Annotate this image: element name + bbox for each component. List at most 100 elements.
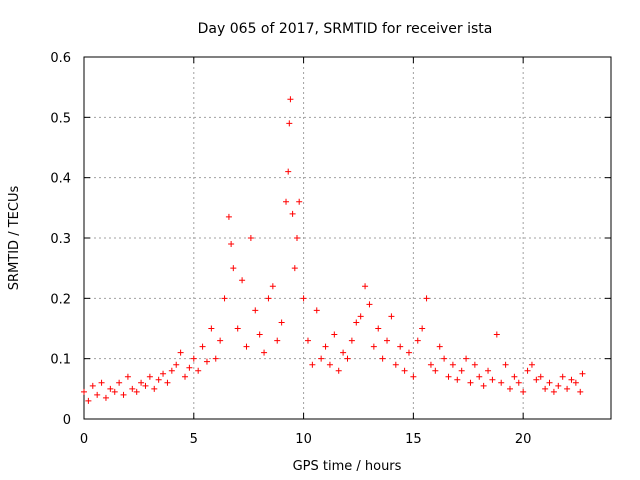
- data-point: [533, 376, 540, 383]
- data-point: [375, 325, 382, 332]
- data-point: [243, 343, 250, 350]
- data-point: [142, 382, 149, 389]
- data-point: [247, 235, 254, 241]
- data-point: [102, 394, 109, 401]
- data-point: [502, 361, 509, 368]
- data-point: [397, 343, 404, 350]
- data-point: [120, 391, 127, 398]
- x-axis-ticks: 0 5 10 15 20: [80, 57, 532, 447]
- data-point: [283, 198, 290, 205]
- data-point: [322, 343, 329, 350]
- data-point: [203, 358, 210, 365]
- data-point: [528, 361, 535, 368]
- data-point: [111, 388, 118, 395]
- data-point: [190, 355, 197, 362]
- data-point: [348, 337, 355, 344]
- chart-title: Day 065 of 2017, SRMTID for receiver ist…: [198, 21, 493, 37]
- data-point: [419, 325, 426, 332]
- data-point: [326, 361, 333, 368]
- data-point: [313, 307, 320, 314]
- data-point: [511, 373, 518, 380]
- data-point: [414, 337, 421, 344]
- data-point: [289, 210, 296, 217]
- data-point: [568, 376, 575, 383]
- data-point: [572, 379, 579, 386]
- y-tick-label: 0: [63, 413, 71, 428]
- data-point: [515, 379, 522, 386]
- data-point: [116, 379, 123, 386]
- data-point: [550, 388, 557, 395]
- data-point: [168, 367, 175, 374]
- data-point: [151, 385, 158, 392]
- y-tick-label: 0.4: [50, 172, 71, 187]
- data-point: [463, 355, 470, 362]
- x-tick-label: 0: [80, 432, 88, 447]
- data-point: [546, 379, 553, 386]
- data-point: [228, 241, 235, 248]
- data-point: [269, 283, 276, 290]
- data-point: [296, 198, 303, 205]
- data-point: [195, 367, 202, 374]
- data-point: [388, 313, 395, 320]
- y-tick-label: 0.6: [50, 51, 71, 66]
- data-point: [291, 265, 298, 272]
- data-point: [506, 385, 513, 392]
- data-point: [98, 379, 105, 386]
- data-point: [89, 382, 96, 389]
- data-point: [353, 319, 360, 326]
- data-point: [208, 325, 215, 332]
- data-point: [476, 373, 483, 380]
- data-point: [471, 361, 478, 368]
- data-point: [344, 355, 351, 362]
- data-point: [261, 349, 268, 356]
- data-point: [542, 385, 549, 392]
- data-point: [335, 367, 342, 374]
- data-point: [304, 337, 311, 344]
- x-tick-label: 20: [515, 432, 532, 447]
- data-point: [564, 385, 571, 392]
- data-point: [498, 379, 505, 386]
- data-point: [293, 235, 300, 241]
- data-point: [520, 388, 527, 395]
- data-point: [133, 388, 140, 395]
- data-point: [199, 343, 206, 350]
- data-point: [124, 373, 131, 380]
- data-point: [274, 337, 281, 344]
- data-point: [445, 373, 452, 380]
- data-point: [357, 313, 364, 320]
- y-tick-label: 0.1: [50, 353, 71, 368]
- data-point: [405, 349, 412, 356]
- data-point: [94, 391, 101, 398]
- y-tick-label: 0.5: [50, 111, 71, 126]
- data-point: [85, 397, 92, 404]
- data-point: [146, 373, 153, 380]
- data-point: [489, 376, 496, 383]
- data-point: [401, 367, 408, 374]
- y-tick-label: 0.2: [50, 292, 71, 307]
- data-point: [160, 370, 167, 377]
- data-point: [182, 373, 189, 380]
- data-point: [480, 382, 487, 389]
- data-point: [309, 361, 316, 368]
- data-point: [537, 373, 544, 380]
- data-point: [392, 361, 399, 368]
- data-point: [107, 385, 114, 392]
- data-point: [212, 355, 219, 362]
- data-point: [221, 295, 228, 302]
- data-point: [432, 367, 439, 374]
- data-point: [155, 376, 162, 383]
- data-point: [340, 349, 347, 356]
- y-axis-ticks: 0 0.1 0.2 0.3 0.4 0.5 0.6: [50, 51, 611, 428]
- data-point: [164, 379, 171, 386]
- data-point: [370, 343, 377, 350]
- data-point: [467, 379, 474, 386]
- data-point: [524, 367, 531, 374]
- data-point: [300, 295, 307, 302]
- data-point: [331, 331, 338, 338]
- data-point: [454, 376, 461, 383]
- data-point: [177, 349, 184, 356]
- data-point: [217, 337, 224, 344]
- data-point: [555, 382, 562, 389]
- data-point: [436, 343, 443, 350]
- data-point: [230, 265, 237, 272]
